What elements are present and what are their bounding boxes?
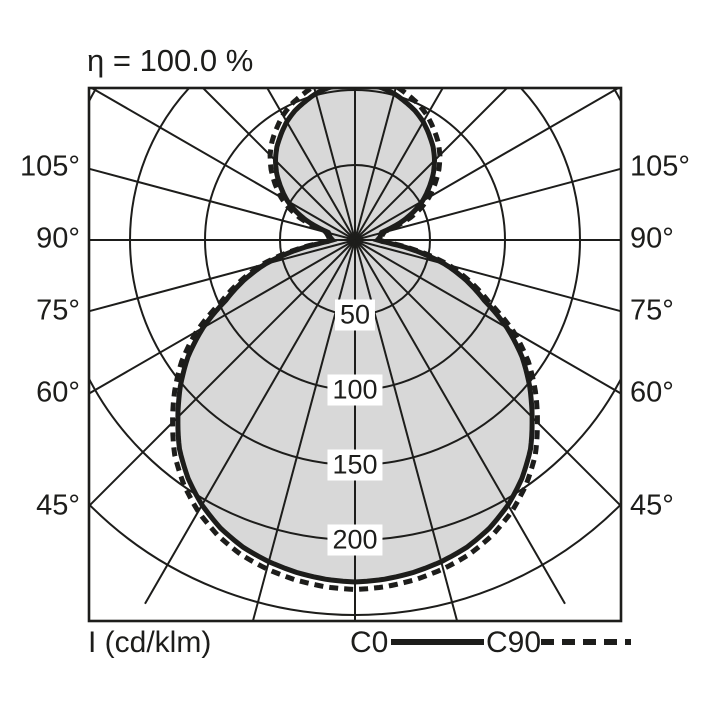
legend-c0-solid-line-swatch — [391, 639, 484, 645]
grid-radial-30 — [354, 239, 566, 605]
intensity-unit-label: I (cd/klm) — [88, 626, 212, 659]
angle-label-right-105: 105° — [630, 150, 690, 183]
grid-radial-330 — [144, 239, 356, 605]
angle-label-left-90: 90° — [36, 222, 80, 255]
grid-radial-75 — [354, 239, 621, 313]
angle-label-right-75: 75° — [630, 293, 674, 326]
grid-radial-300 — [89, 239, 356, 395]
grid-radial-255 — [89, 167, 356, 241]
ring-value-label-200: 200 — [327, 524, 383, 556]
grid-radial-120 — [354, 88, 621, 241]
grid-radial-225 — [201, 88, 356, 241]
grid-radial-240 — [89, 88, 356, 241]
legend-c90-dashed-line-swatch — [541, 639, 631, 645]
ring-value-label-50: 50 — [334, 299, 376, 331]
intensity-curves — [170, 88, 540, 593]
grid-radial-285 — [89, 239, 356, 313]
plot-border — [87, 86, 623, 623]
angle-label-right-90: 90° — [630, 222, 674, 255]
angle-label-right-45: 45° — [630, 489, 674, 522]
ring-value-label-150: 150 — [327, 449, 383, 481]
angle-label-left-60: 60° — [36, 376, 80, 409]
efficiency-title: η = 100.0 % — [87, 43, 254, 78]
grid-radial-105 — [354, 167, 621, 241]
grid-radial-315 — [89, 239, 356, 508]
legend-c90-label: C90 — [486, 626, 542, 659]
angle-label-left-75: 75° — [36, 293, 80, 326]
grid-radial-135 — [354, 88, 509, 241]
c90-curve — [170, 88, 540, 593]
grid-radial-210 — [266, 88, 356, 241]
grid-radial-45 — [354, 239, 621, 508]
grid-radial-150 — [354, 88, 444, 241]
c0-curve — [175, 88, 535, 585]
grid-radial-165 — [354, 88, 397, 241]
ring-value-label-100: 100 — [327, 374, 383, 406]
legend-c0-label: C0 — [350, 626, 389, 659]
angle-label-left-105: 105° — [20, 150, 80, 183]
angle-label-right-60: 60° — [630, 376, 674, 409]
angle-label-left-45: 45° — [36, 489, 80, 522]
grid-radial-60 — [354, 239, 621, 395]
grid-radial-195 — [313, 88, 356, 241]
